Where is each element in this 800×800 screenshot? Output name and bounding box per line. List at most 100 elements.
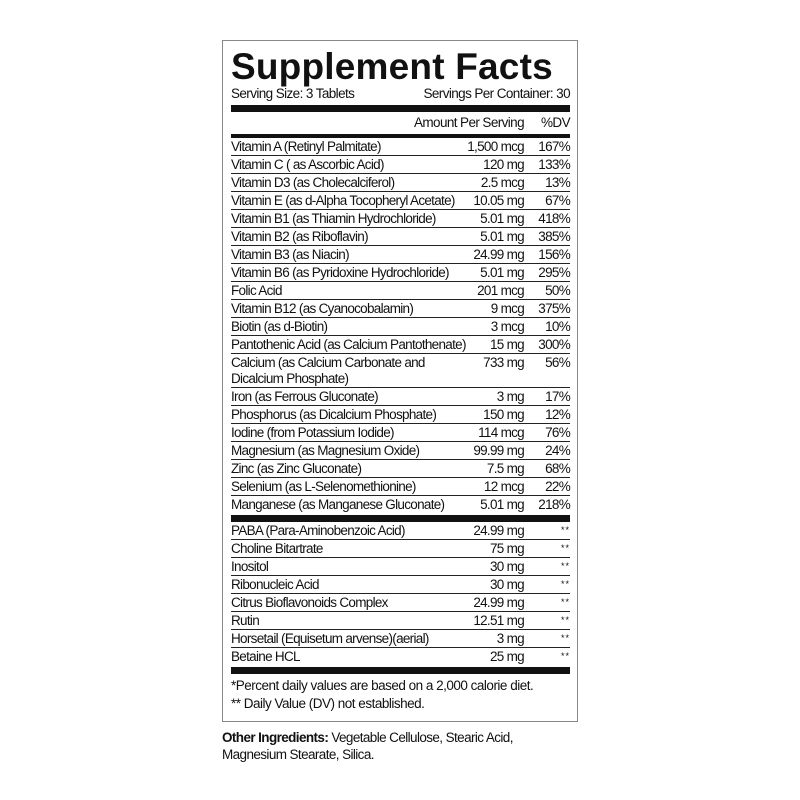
nutrient-name: Iron (as Ferrous Gluconate) [231,389,379,404]
table-row: Betaine HCL 25 mg ** [231,648,570,665]
footnote-not-established: ** Daily Value (DV) not established. [231,696,425,711]
divider-thick [231,667,570,674]
nutrient-dv: 68% [545,461,571,476]
table-row: Zinc (as Zinc Gluconate) 7.5 mg 68% [231,460,571,478]
nutrient-dv: 17% [545,389,571,404]
nutrient-name: Vitamin D3 (as Cholecalciferol) [231,175,395,190]
nutrient-dv: 300% [538,337,570,352]
label-wrapper: Supplement Facts Serving Size: 3 Tablets… [222,40,578,763]
nutrient-dv: 375% [538,301,570,316]
nutrient-name: Iodine (from Potassium Iodide) [231,425,395,440]
table-row: Citrus Bioflavonoids Complex 24.99 mg ** [231,594,570,612]
nutrient-dv: ** [560,633,570,643]
nutrient-name: Ribonucleic Acid [231,577,320,592]
nutrient-amount: 120 mg [483,157,525,172]
table-row: Rutin 12.51 mg ** [231,612,570,630]
nutrient-dv: ** [560,597,570,607]
footnote-dv: *Percent daily values are based on a 2,0… [231,678,534,693]
column-header: Amount Per Serving %DV [231,112,571,134]
other-ingredients-label: Other Ingredients: [222,730,329,745]
table-row: Vitamin B3 (as Niacin) 24.99 mg 156% [231,246,571,264]
nutrient-amount: 30 mg [489,577,525,592]
nutrient-name: Rutin [231,613,260,628]
nutrient-dv: ** [560,579,570,589]
nutrient-name: Magnesium (as Magnesium Oxide) [231,443,420,458]
nutrient-dv: 133% [538,157,570,172]
nutrient-dv: 167% [538,139,570,154]
nutrient-amount: 5.01 mg [480,211,525,226]
nutrient-dv: 385% [538,229,570,244]
nutrient-name: Vitamin B3 (as Niacin) [231,247,350,262]
footnotes: *Percent daily values are based on a 2,0… [231,677,570,713]
table-row: Folic Acid 201 mcg 50% [231,282,571,300]
table-row: Ribonucleic Acid 30 mg ** [231,576,570,594]
nutrient-amount: 201 mcg [477,283,525,298]
serving-size: Serving Size: 3 Tablets [231,86,355,101]
nutrient-name: Vitamin B6 (as Pyridoxine Hydrochloride) [231,265,450,280]
table-row: PABA (Para-Aminobenzoic Acid) 24.99 mg ** [231,522,570,540]
nutrient-dv: ** [560,561,570,571]
nutrient-amount: 114 mcg [478,425,525,440]
nutrient-dv: ** [560,525,570,535]
table-row: Vitamin B6 (as Pyridoxine Hydrochloride)… [231,264,571,282]
nutrient-dv: 76% [545,425,571,440]
nutrient-amount: 2.5 mcg [480,175,525,190]
nutrient-amount: 3 mcg [490,319,525,334]
servings-per-container: Servings Per Container: 30 [423,86,571,101]
nutrient-name: Manganese (as Manganese Gluconate) [231,497,445,512]
nutrient-name: Vitamin B12 (as Cyanocobalamin) [231,301,414,316]
table-row: Iron (as Ferrous Gluconate) 3 mg 17% [231,388,571,406]
table-row: Selenium (as L-Selenomethionine) 12 mcg 22… [231,478,571,496]
table-row: Horsetail (Equisetum arvense)(aerial) 3 m… [231,630,570,648]
serving-info: Serving Size: 3 Tablets Servings Per Con… [231,86,571,102]
table-row: Calcium (as Calcium Carbonate and Dicalc… [231,354,571,388]
nutrient-amount: 733 mg [483,355,525,370]
nutrient-dv: ** [560,543,570,553]
nutrient-amount: 25 mg [489,649,525,664]
nutrient-dv: 22% [545,479,571,494]
nutrient-amount: 75 mg [489,541,525,556]
nutrient-name: Biotin (as d-Biotin) [231,319,328,334]
nutrient-dv: ** [560,651,570,661]
nutrient-dv: 50% [545,283,571,298]
nutrient-name: Choline Bitartrate [231,541,323,556]
nutrient-amount: 150 mg [483,407,525,422]
nutrient-name: Vitamin B2 (as Riboflavin) [231,229,369,244]
nutrient-dv: 12% [545,407,571,422]
panel-title: Supplement Facts [231,46,553,87]
table-row: Vitamin B2 (as Riboflavin) 5.01 mg 385% [231,228,571,246]
table-row: Pantothenic Acid (as Calcium Pantothenat… [231,336,571,354]
table-row: Vitamin B1 (as Thiamin Hydrochloride) 5.0… [231,210,571,228]
nutrient-name: Vitamin C ( as Ascorbic Acid) [231,157,384,172]
nutrient-dv: 218% [538,497,570,512]
divider-thick [231,105,570,112]
table-row: Vitamin C ( as Ascorbic Acid) 120 mg 133% [231,156,571,174]
nutrient-amount: 1,500 mcg [467,139,524,154]
table-row: Vitamin D3 (as Cholecalciferol) 2.5 mcg 13… [231,174,571,192]
nutrient-name: PABA (Para-Aminobenzoic Acid) [231,523,405,538]
nutrient-dv: 67% [545,193,571,208]
nutrient-amount: 3 mg [496,389,525,404]
nutrient-amount: 24.99 mg [473,247,524,262]
nutrient-amount: 12 mcg [483,479,525,494]
nutrient-name: Horsetail (Equisetum arvense)(aerial) [231,631,429,646]
table-row: Inositol 30 mg ** [231,558,570,576]
nutrient-amount: 15 mg [489,337,525,352]
nutrient-name: Phosphorus (as Dicalcium Phosphate) [231,407,437,422]
divider-thick [231,515,570,522]
table-row: Phosphorus (as Dicalcium Phosphate) 150 m… [231,406,571,424]
nutrient-name: Zinc (as Zinc Gluconate) [231,461,362,476]
nutrient-amount: 24.99 mg [473,595,524,610]
table-row: Magnesium (as Magnesium Oxide) 99.99 mg 24… [231,442,571,460]
nutrient-amount: 5.01 mg [480,265,525,280]
nutrient-amount: 10.05 mg [473,193,524,208]
nutrient-amount: 12.51 mg [473,613,524,628]
nutrient-name: Vitamin E (as d-Alpha Tocopheryl Acetate… [231,193,455,208]
nutrient-dv: 24% [545,443,571,458]
nutrient-dv: 10% [545,319,571,334]
nutrient-name: Pantothenic Acid (as Calcium Pantothenat… [231,337,466,352]
amount-header: Amount Per Serving [413,115,525,130]
nutrient-name: Betaine HCL [231,649,301,664]
nutrient-table: Vitamin A (Retinyl Palmitate) 1,500 mcg 16… [231,138,571,513]
nutrient-name: Vitamin A (Retinyl Palmitate) [231,139,381,154]
